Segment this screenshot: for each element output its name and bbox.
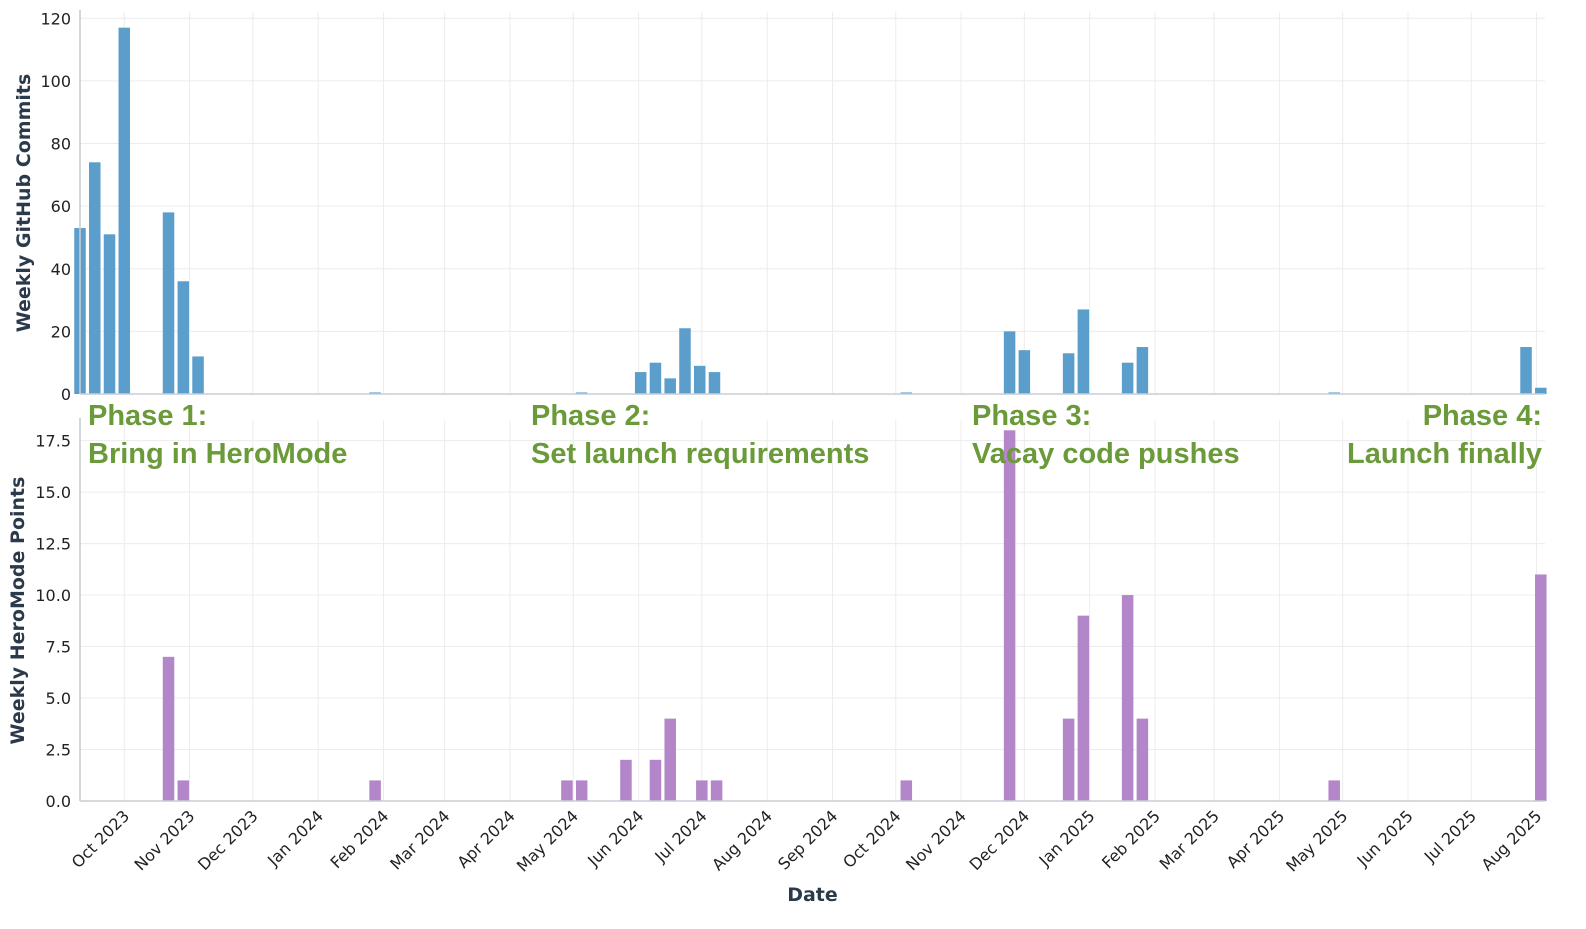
bar bbox=[620, 759, 632, 801]
x-tick-label: Nov 2024 bbox=[902, 806, 970, 874]
bar bbox=[708, 372, 721, 394]
x-axis-label: Date bbox=[787, 884, 838, 906]
bar bbox=[696, 780, 708, 801]
bar bbox=[634, 372, 647, 394]
y-tick-label: 17.5 bbox=[35, 432, 71, 451]
bar bbox=[1328, 780, 1340, 801]
x-tick-label: Aug 2025 bbox=[1477, 806, 1545, 874]
phase-annotation-subtitle: Bring in HeroMode bbox=[88, 438, 347, 470]
x-tick-label: Jan 2025 bbox=[1035, 806, 1099, 870]
bar bbox=[649, 759, 662, 801]
bar bbox=[1003, 430, 1016, 801]
bar bbox=[89, 162, 101, 394]
y-tick-label: 5.0 bbox=[46, 689, 71, 708]
bar bbox=[1136, 718, 1149, 801]
x-tick-label: Feb 2025 bbox=[1098, 806, 1164, 872]
bar bbox=[1077, 615, 1090, 801]
phase-annotation-title: Phase 4: bbox=[1423, 400, 1542, 432]
bar bbox=[679, 328, 691, 394]
y-axis-label: Weekly GitHub Commits bbox=[13, 74, 35, 333]
bar bbox=[162, 212, 175, 394]
y-tick-label: 2.5 bbox=[46, 741, 71, 760]
bar bbox=[177, 281, 190, 394]
bar bbox=[1136, 347, 1149, 394]
bar bbox=[1535, 574, 1547, 801]
bar bbox=[649, 362, 662, 394]
y-tick-label: 40 bbox=[51, 260, 71, 279]
bar bbox=[103, 234, 116, 394]
y-tick-label: 20 bbox=[51, 322, 71, 341]
x-tick-label: Dec 2024 bbox=[965, 806, 1033, 874]
x-tick-label: Aug 2024 bbox=[708, 806, 776, 874]
x-tick-label: Dec 2023 bbox=[194, 806, 262, 874]
x-tick-label: May 2024 bbox=[513, 806, 582, 875]
x-tick-label: Jan 2024 bbox=[263, 806, 327, 870]
bar bbox=[664, 718, 676, 801]
bar bbox=[710, 780, 723, 801]
bar bbox=[900, 780, 913, 801]
bar bbox=[1121, 595, 1134, 801]
bar bbox=[177, 780, 190, 801]
phase-annotation-title: Phase 1: bbox=[88, 400, 207, 432]
bar bbox=[1520, 347, 1532, 394]
bar bbox=[1535, 387, 1547, 394]
bar bbox=[192, 356, 204, 394]
x-tick-label: Oct 2024 bbox=[839, 806, 904, 871]
x-tick-label: Oct 2023 bbox=[68, 806, 133, 871]
y-tick-label: 100 bbox=[40, 72, 71, 91]
y-tick-label: 0.0 bbox=[46, 792, 71, 811]
bar bbox=[561, 780, 573, 801]
x-tick-label: Nov 2023 bbox=[131, 806, 199, 874]
bar bbox=[575, 780, 588, 801]
x-tick-label: May 2025 bbox=[1282, 806, 1351, 875]
x-tick-label: Jul 2025 bbox=[1420, 806, 1480, 866]
y-tick-label: 120 bbox=[40, 9, 71, 28]
y-tick-label: 15.0 bbox=[35, 483, 71, 502]
bar bbox=[1121, 362, 1134, 394]
y-tick-label: 0 bbox=[61, 385, 71, 404]
x-tick-label: Feb 2024 bbox=[327, 806, 393, 872]
y-tick-label: 10.0 bbox=[35, 586, 71, 605]
bar bbox=[1077, 309, 1090, 394]
phase-annotation-title: Phase 2: bbox=[531, 400, 650, 432]
bar bbox=[664, 378, 676, 394]
x-tick-label: Apr 2024 bbox=[453, 806, 518, 871]
y-tick-label: 60 bbox=[51, 197, 71, 216]
x-tick-label: Jul 2024 bbox=[650, 806, 710, 866]
y-tick-label: 12.5 bbox=[35, 535, 71, 554]
bar bbox=[693, 365, 706, 394]
x-tick-label: Apr 2025 bbox=[1223, 806, 1288, 871]
y-tick-label: 80 bbox=[51, 135, 71, 154]
x-tick-label: Sep 2024 bbox=[774, 806, 841, 873]
phase-annotation-subtitle: Set launch requirements bbox=[531, 438, 869, 470]
x-tick-label: Jun 2025 bbox=[1353, 806, 1417, 870]
phase-annotation-title: Phase 3: bbox=[972, 400, 1091, 432]
x-tick-label: Mar 2024 bbox=[386, 806, 453, 873]
bar bbox=[1062, 353, 1075, 394]
bar bbox=[162, 656, 175, 801]
bar bbox=[1003, 331, 1016, 394]
x-tick-label: Mar 2025 bbox=[1156, 806, 1223, 873]
bar bbox=[118, 27, 131, 395]
y-tick-label: 7.5 bbox=[46, 638, 71, 657]
phase-annotation-subtitle: Launch finally bbox=[1347, 438, 1542, 470]
y-axis-label: Weekly HeroMode Points bbox=[7, 477, 29, 745]
phase-annotation-subtitle: Vacay code pushes bbox=[972, 438, 1240, 470]
x-tick-label: Jun 2024 bbox=[583, 806, 647, 870]
bar bbox=[369, 780, 381, 801]
bar bbox=[1018, 350, 1031, 394]
bar bbox=[1062, 718, 1075, 801]
